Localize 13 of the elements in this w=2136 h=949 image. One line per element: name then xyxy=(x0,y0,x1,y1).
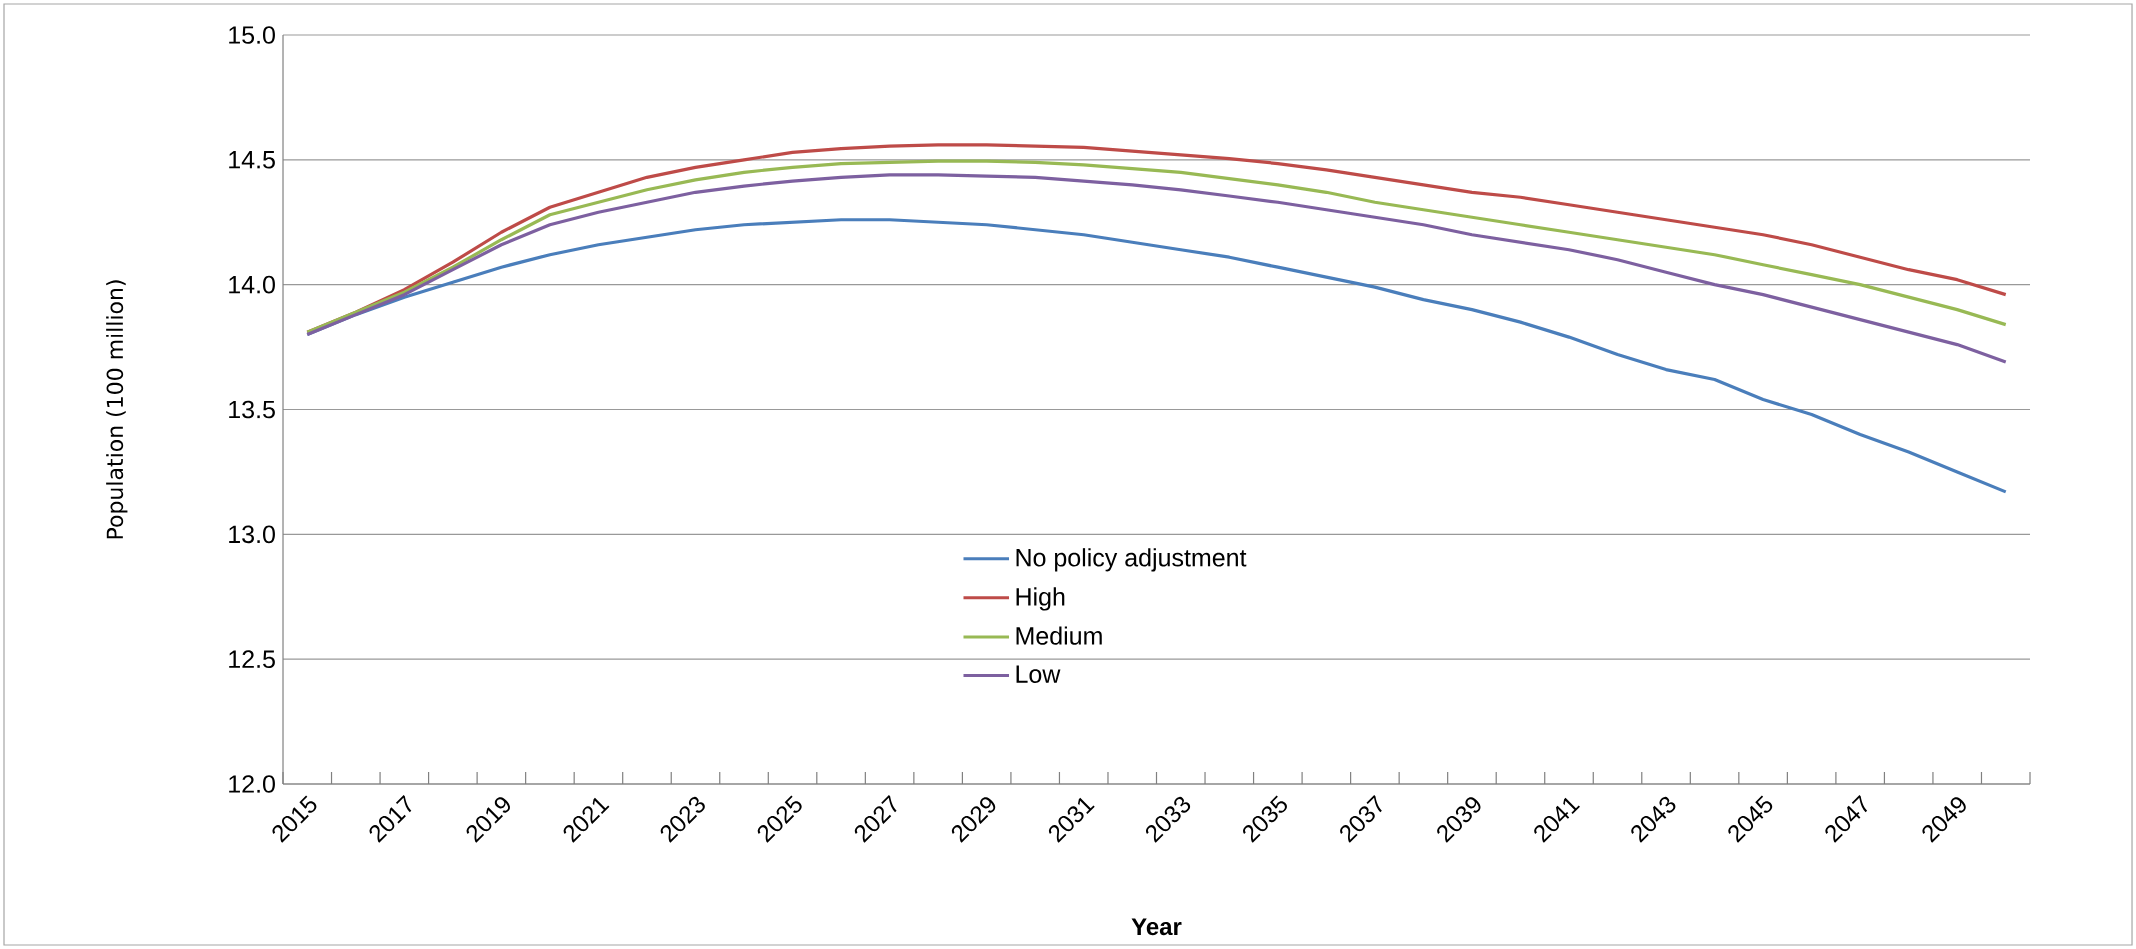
y-tick-label: 13.5 xyxy=(229,400,275,419)
y-tick-label: 14.5 xyxy=(229,151,275,169)
y-tick-label: 12.0 xyxy=(229,775,275,793)
y-tick-label: 14.0 xyxy=(229,275,275,294)
legend-label: Medium xyxy=(1016,626,1102,645)
x-axis-title: Year xyxy=(1131,918,1182,936)
y-tick-label: 13.0 xyxy=(229,525,275,544)
y-axis-title: Population (100 million) xyxy=(106,280,128,539)
y-tick-label: 15.0 xyxy=(229,26,275,44)
legend-label: High xyxy=(1016,587,1065,611)
legend-label: No policy adjustment xyxy=(1016,548,1247,572)
legend-label: Low xyxy=(1016,665,1061,683)
y-tick-label: 12.5 xyxy=(229,650,275,669)
